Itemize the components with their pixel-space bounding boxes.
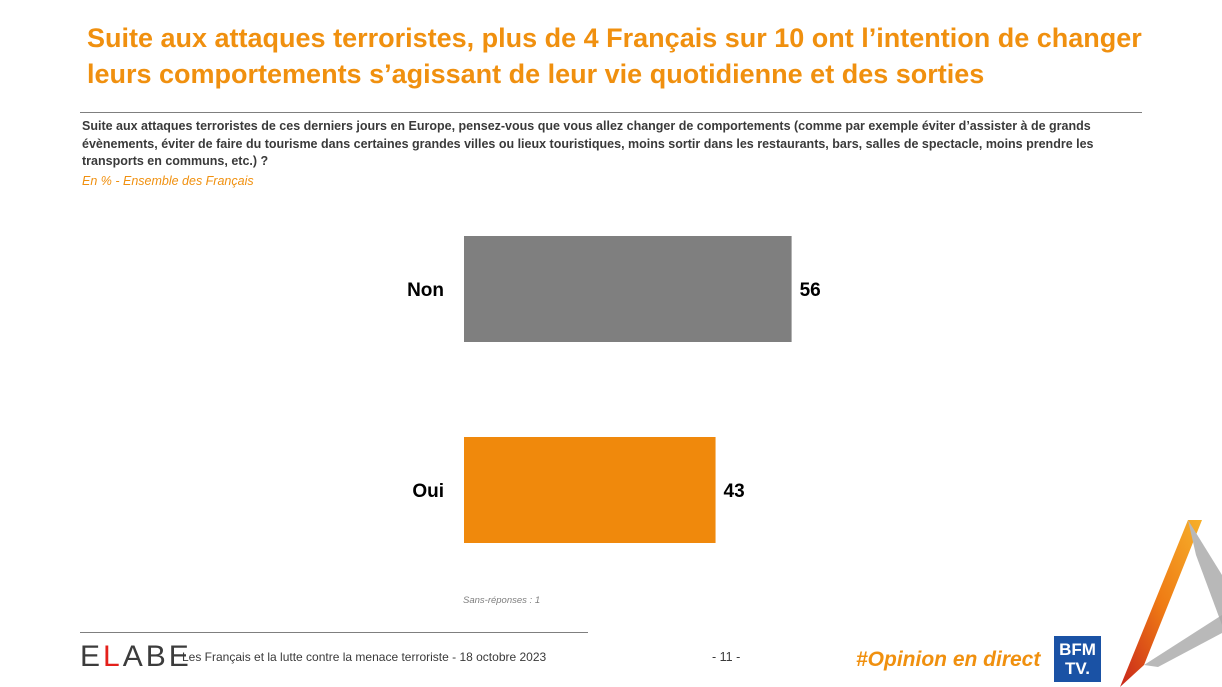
page-title: Suite aux attaques terroristes, plus de … bbox=[87, 23, 1142, 89]
footer-divider bbox=[80, 632, 588, 633]
bar-non bbox=[464, 236, 792, 342]
bar-oui bbox=[464, 437, 716, 543]
decorative-triangle-logo bbox=[1120, 520, 1222, 687]
no-answer-note: Sans-réponses : 1 bbox=[463, 595, 541, 606]
value-label-non: 56 bbox=[800, 280, 821, 301]
elabe-logo: ELABE bbox=[80, 640, 192, 673]
bfmtv-logo: BFM TV. bbox=[1054, 636, 1101, 682]
title-divider bbox=[80, 112, 1142, 113]
footer-text: Les Français et la lutte contre la menac… bbox=[182, 650, 547, 664]
page-number: - 11 - bbox=[712, 650, 741, 664]
category-label-non: Non bbox=[407, 280, 444, 301]
category-label-oui: Oui bbox=[412, 481, 444, 502]
survey-base: En % - Ensemble des Français bbox=[82, 174, 254, 188]
value-label-oui: 43 bbox=[724, 481, 745, 502]
survey-question: Suite aux attaques terroristes de ces de… bbox=[82, 119, 1094, 168]
hashtag: #Opinion en direct bbox=[856, 648, 1041, 671]
